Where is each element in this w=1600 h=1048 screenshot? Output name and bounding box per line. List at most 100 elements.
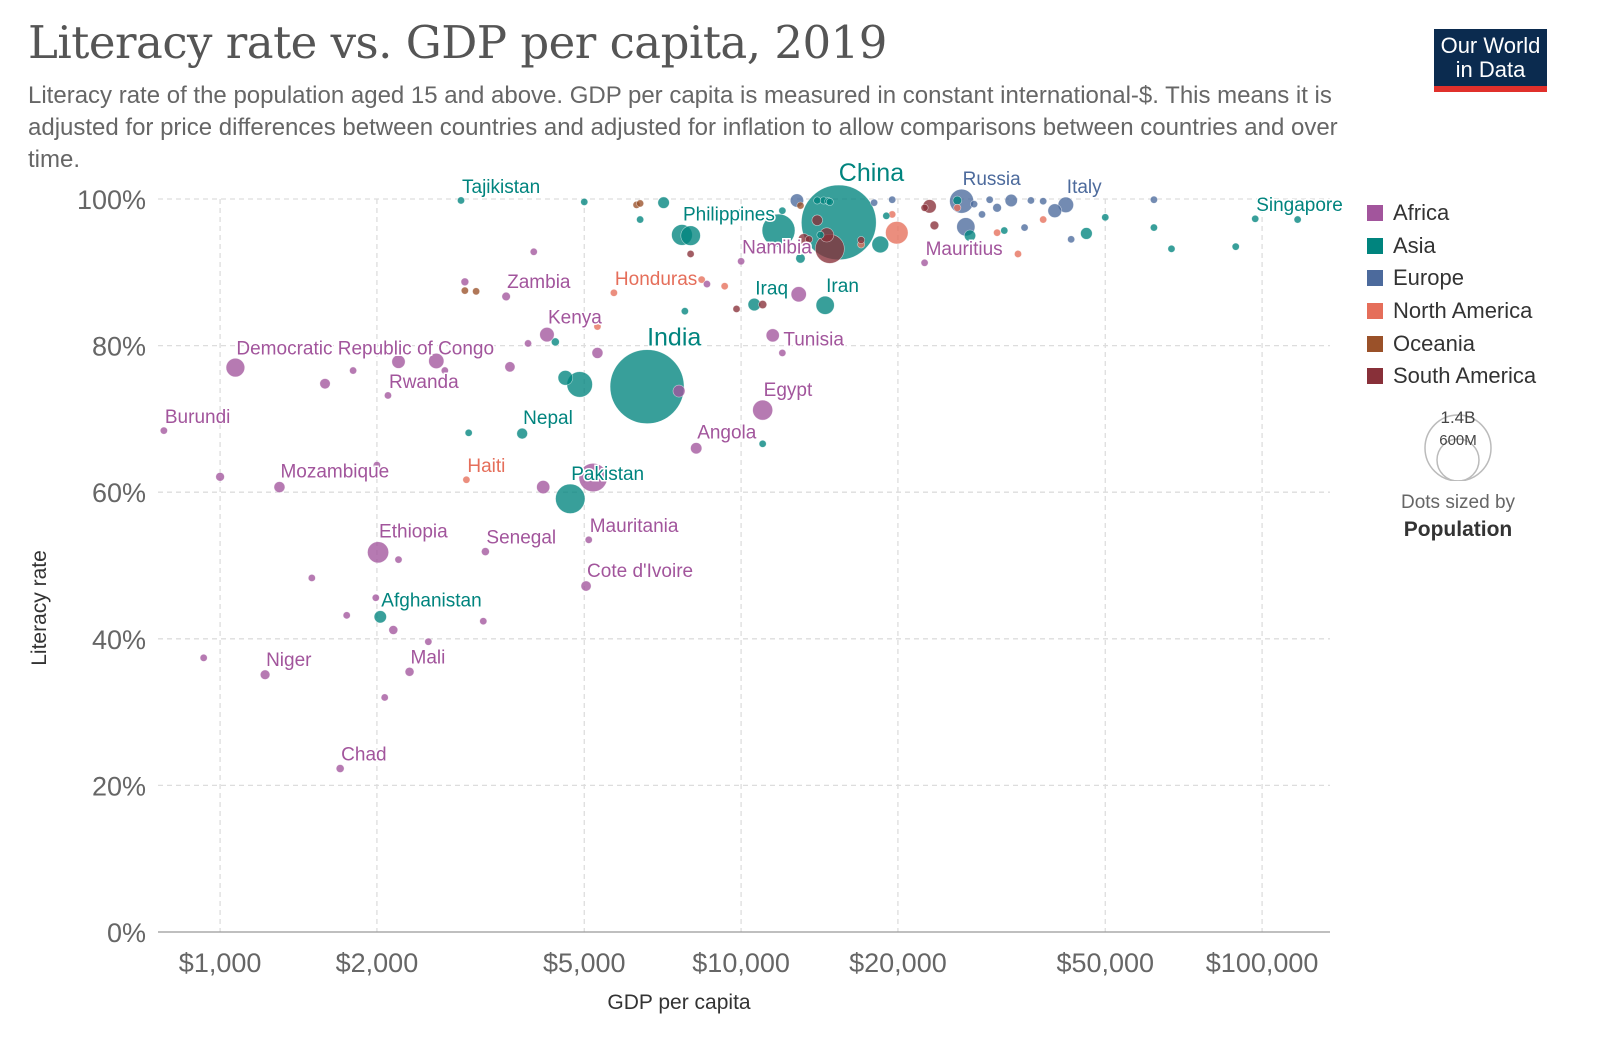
point-mexico[interactable]	[885, 221, 909, 245]
point-belarus[interactable]	[888, 195, 897, 204]
point-zimbabwe[interactable]	[460, 277, 470, 287]
point-vietnam[interactable]	[680, 225, 701, 246]
point-ethiopia[interactable]	[367, 541, 389, 564]
point-poland[interactable]	[1004, 194, 1018, 207]
legend-item-asia[interactable]: Asia	[1367, 230, 1536, 263]
point-senegal[interactable]	[481, 547, 490, 556]
point-tajikistan[interactable]	[457, 196, 465, 205]
legend-item-africa[interactable]: Africa	[1367, 197, 1536, 230]
point-venezuela[interactable]	[811, 214, 823, 226]
point-kazakhstan[interactable]	[952, 195, 962, 206]
point-uae[interactable]	[1167, 244, 1176, 253]
legend-item-north-america[interactable]: North America	[1367, 295, 1536, 328]
point-egypt[interactable]	[752, 399, 773, 421]
point-honduras[interactable]	[610, 288, 618, 297]
point-laos[interactable]	[680, 307, 689, 316]
point-angola[interactable]	[690, 442, 703, 455]
point-chile[interactable]	[929, 220, 940, 231]
point-central-african-republic[interactable]	[199, 653, 208, 662]
point-haiti[interactable]	[462, 475, 471, 484]
point-gambia[interactable]	[394, 555, 403, 564]
point-bhutan[interactable]	[758, 439, 767, 448]
point-malawi[interactable]	[215, 472, 225, 482]
point-serbia[interactable]	[870, 198, 878, 207]
point-zambia[interactable]	[501, 291, 511, 302]
point-latvia[interactable]	[985, 195, 994, 204]
point-paraguay[interactable]	[805, 235, 813, 244]
point-guinea[interactable]	[424, 637, 433, 646]
point-rwanda[interactable]	[384, 391, 392, 400]
point-niger[interactable]	[259, 669, 271, 680]
point-indonesia[interactable]	[761, 213, 796, 248]
point-mauritius[interactable]	[920, 258, 929, 267]
point-cambodia[interactable]	[551, 337, 560, 347]
point-oman[interactable]	[1000, 226, 1009, 235]
point-sri-lanka[interactable]	[795, 253, 806, 264]
point-georgia[interactable]	[825, 198, 834, 206]
point-pakistan[interactable]	[555, 483, 586, 514]
point-portugal[interactable]	[1020, 223, 1029, 232]
point-uganda[interactable]	[391, 354, 406, 369]
point-ghana[interactable]	[591, 347, 604, 359]
point-lesotho[interactable]	[440, 366, 449, 375]
point-saudi-arabia[interactable]	[1080, 227, 1093, 240]
point-kenya[interactable]	[539, 327, 555, 343]
legend-item-oceania[interactable]: Oceania	[1367, 327, 1536, 360]
point-mali[interactable]	[404, 667, 415, 677]
point-sudan[interactable]	[536, 480, 551, 494]
point-congo[interactable]	[524, 339, 532, 348]
point-greece[interactable]	[978, 210, 986, 219]
point-fiji[interactable]	[796, 201, 805, 210]
point-afghanistan[interactable]	[373, 610, 387, 624]
point-panama[interactable]	[993, 228, 1001, 237]
point-tonga[interactable]	[636, 199, 645, 208]
point-liberia[interactable]	[307, 574, 316, 582]
point-democratic-republic-of-congo[interactable]	[225, 357, 246, 378]
point-eswatini[interactable]	[703, 280, 711, 288]
point-iran[interactable]	[815, 295, 835, 315]
point-bolivia[interactable]	[686, 250, 695, 258]
point-burundi[interactable]	[159, 426, 168, 435]
point-el-salvador[interactable]	[697, 275, 706, 284]
point-thailand[interactable]	[871, 235, 889, 254]
point-qatar[interactable]	[1231, 242, 1240, 251]
point-bahamas[interactable]	[1014, 250, 1022, 258]
point-guinea-bissau[interactable]	[371, 593, 380, 602]
point-switzerland[interactable]	[1150, 195, 1158, 204]
point-mauritania[interactable]	[584, 535, 593, 544]
point-chad[interactable]	[335, 764, 345, 773]
point-guatemala[interactable]	[688, 331, 698, 341]
point-malaysia[interactable]	[964, 229, 976, 242]
point-uruguay[interactable]	[920, 203, 929, 212]
point-trinidad-and-tobago[interactable]	[953, 203, 962, 212]
point-kyrgyzstan[interactable]	[580, 198, 589, 206]
point-malta[interactable]	[1067, 235, 1076, 244]
point-nepal[interactable]	[516, 427, 528, 440]
point-armenia[interactable]	[813, 196, 822, 205]
point-romania[interactable]	[992, 203, 1002, 213]
point-jamaica[interactable]	[720, 282, 729, 291]
point-suriname[interactable]	[857, 236, 866, 244]
point-puerto-rico[interactable]	[1039, 215, 1048, 224]
point-nicaragua[interactable]	[593, 322, 602, 331]
point-lebanon[interactable]	[816, 231, 825, 239]
point-ecuador[interactable]	[758, 300, 768, 309]
point-cameroon[interactable]	[504, 361, 516, 373]
point-spain[interactable]	[1047, 203, 1062, 218]
point-morocco[interactable]	[672, 384, 686, 398]
point-india[interactable]	[609, 349, 685, 424]
point-sierra-leone[interactable]	[342, 611, 351, 620]
legend-item-europe[interactable]: Europe	[1367, 262, 1536, 295]
point-brunei[interactable]	[1293, 215, 1302, 224]
point-timor[interactable]	[464, 428, 473, 437]
point-sao-tome-and-principe[interactable]	[529, 247, 538, 256]
point-tunisia[interactable]	[778, 349, 787, 357]
point-algeria[interactable]	[765, 328, 780, 343]
point-maldives[interactable]	[882, 211, 891, 220]
point-south-africa[interactable]	[790, 286, 807, 303]
point-vanuatu[interactable]	[472, 287, 480, 296]
point-slovenia[interactable]	[1039, 197, 1048, 206]
point-namibia[interactable]	[737, 257, 745, 266]
point-eritrea[interactable]	[349, 366, 357, 375]
point-madagascar[interactable]	[319, 378, 331, 390]
